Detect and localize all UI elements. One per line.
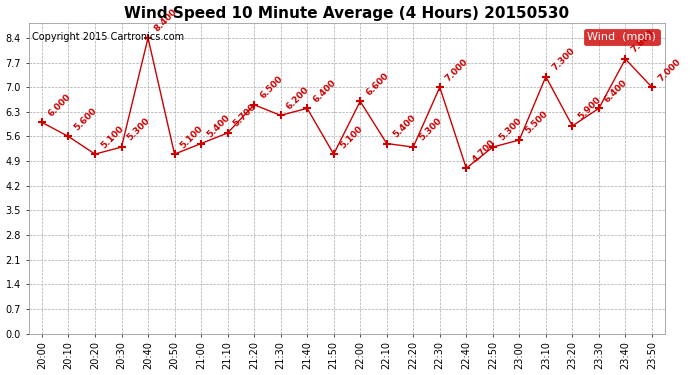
Text: 5.300: 5.300 xyxy=(417,117,444,143)
Text: 4.700: 4.700 xyxy=(471,138,497,164)
Text: 5.300: 5.300 xyxy=(497,117,523,143)
Text: 7.000: 7.000 xyxy=(656,57,682,83)
Text: 5.600: 5.600 xyxy=(72,106,99,132)
Text: 5.100: 5.100 xyxy=(99,124,126,150)
Text: Copyright 2015 Cartronics.com: Copyright 2015 Cartronics.com xyxy=(32,32,184,42)
Text: 6.200: 6.200 xyxy=(285,85,311,111)
Text: 6.500: 6.500 xyxy=(258,74,284,100)
Legend: Wind  (mph): Wind (mph) xyxy=(584,28,660,45)
Text: 5.400: 5.400 xyxy=(205,113,232,140)
Title: Wind Speed 10 Minute Average (4 Hours) 20150530: Wind Speed 10 Minute Average (4 Hours) 2… xyxy=(124,6,569,21)
Text: 7.300: 7.300 xyxy=(550,46,576,72)
Text: 5.700: 5.700 xyxy=(232,102,258,129)
Text: 5.100: 5.100 xyxy=(179,124,205,150)
Text: 5.400: 5.400 xyxy=(391,113,417,140)
Text: 6.400: 6.400 xyxy=(311,78,337,104)
Text: 5.300: 5.300 xyxy=(126,117,152,143)
Text: 5.500: 5.500 xyxy=(524,110,550,136)
Text: 7.800: 7.800 xyxy=(629,28,656,55)
Text: 6.400: 6.400 xyxy=(603,78,629,104)
Text: 5.900: 5.900 xyxy=(577,95,603,122)
Text: 8.400: 8.400 xyxy=(152,8,179,34)
Text: 7.000: 7.000 xyxy=(444,57,470,83)
Text: 6.600: 6.600 xyxy=(364,71,391,97)
Text: 5.100: 5.100 xyxy=(338,124,364,150)
Text: 6.000: 6.000 xyxy=(46,92,72,118)
